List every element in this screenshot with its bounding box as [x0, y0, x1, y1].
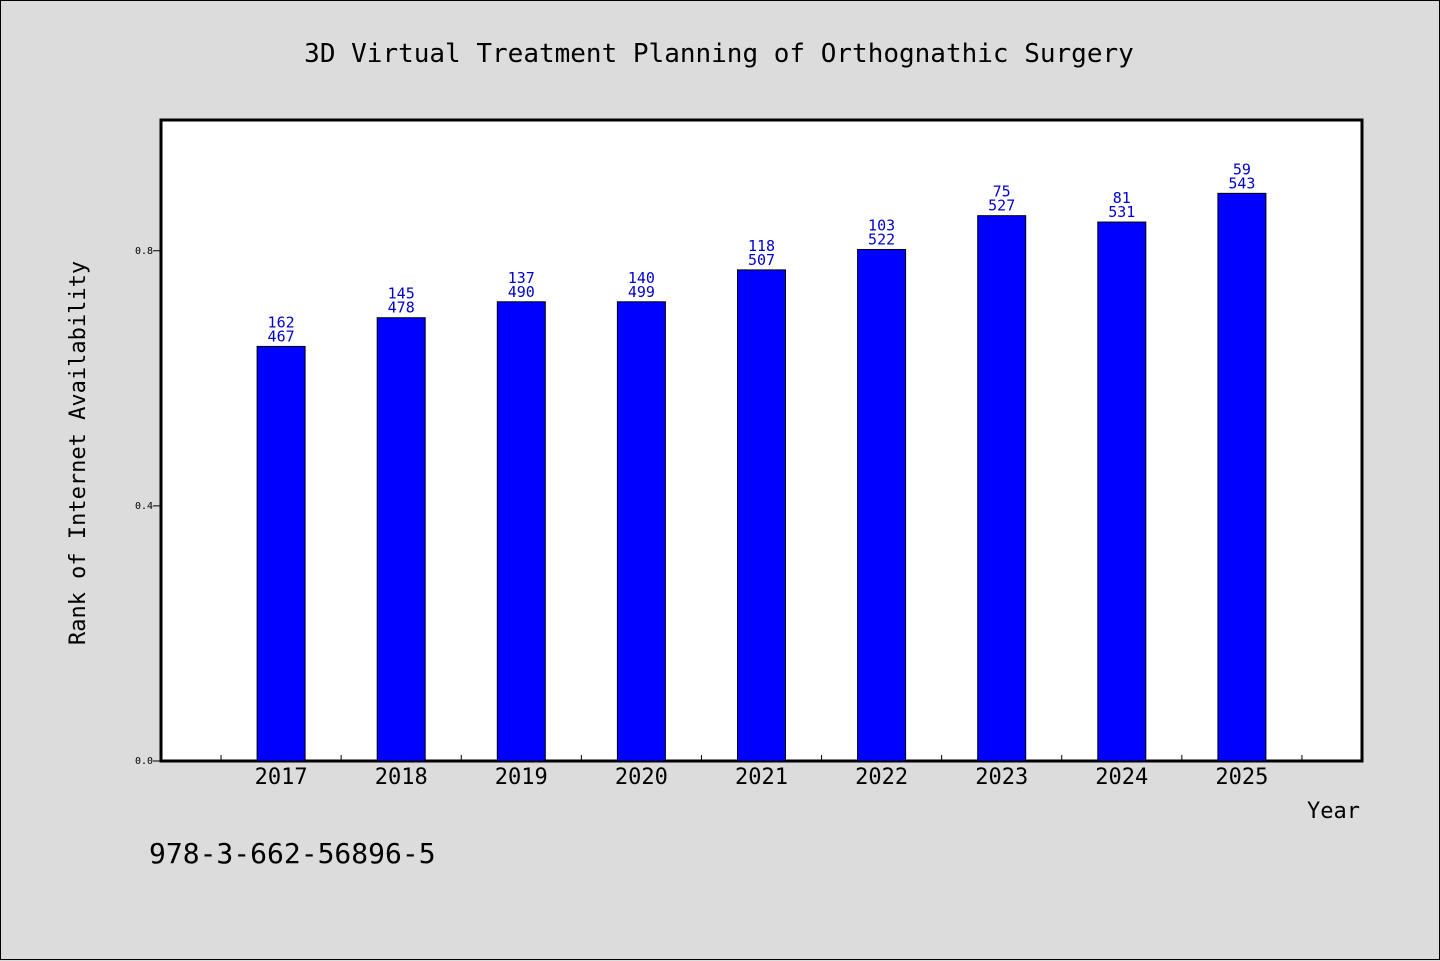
- x-tick-label: 2018: [375, 765, 428, 790]
- bar-label-bottom: 531: [1108, 203, 1135, 221]
- bar-2024: [1097, 221, 1147, 762]
- x-tick-label: 2024: [1095, 765, 1148, 790]
- bar-2019: [496, 301, 546, 762]
- bar-label-top: 75: [993, 183, 1011, 201]
- isbn-footer: 978-3-662-56896-5: [149, 837, 436, 870]
- bars: [256, 192, 1267, 762]
- x-tick-label: 2023: [975, 765, 1028, 790]
- bar-2020: [616, 301, 666, 762]
- bar-label-bottom: 527: [988, 197, 1015, 215]
- x-tick-label: 2022: [855, 765, 908, 790]
- x-tick-label: 2021: [735, 765, 788, 790]
- x-tick-label: 2020: [615, 765, 668, 790]
- bar-2023: [977, 215, 1027, 762]
- bar-label-bottom: 543: [1228, 174, 1255, 192]
- bar-2021: [737, 269, 786, 762]
- bar-label-top: 140: [628, 269, 655, 287]
- y-tick-label: 0.0: [135, 756, 153, 767]
- bar-label-top: 103: [868, 216, 895, 234]
- y-axis-label: Rank of Internet Availability: [66, 261, 91, 645]
- x-tick-label: 2019: [495, 765, 548, 790]
- chart-title: 3D Virtual Treatment Planning of Orthogn…: [304, 39, 1134, 69]
- bar-label-bottom: 499: [628, 283, 655, 301]
- bar-label-bottom: 522: [868, 230, 895, 248]
- y-tick-label: 0.8: [135, 246, 153, 257]
- bar-label-top: 137: [508, 269, 535, 287]
- bar-2025: [1217, 192, 1267, 762]
- y-tick-label: 0.4: [135, 501, 153, 512]
- bar-label-bottom: 478: [388, 299, 415, 317]
- bar-label-bottom: 490: [508, 283, 535, 301]
- bar-label-bottom: 507: [748, 251, 775, 269]
- bar-label-top: 145: [388, 285, 415, 303]
- x-tick-label: 2025: [1215, 765, 1268, 790]
- x-axis-label: Year: [1307, 799, 1360, 824]
- bar-2017: [256, 345, 306, 762]
- bar-2022: [857, 248, 907, 762]
- bar-label-top: 81: [1113, 189, 1131, 207]
- axis-ticks: 0.0 0.4 0.8: [135, 246, 1303, 767]
- bar-label-top: 162: [268, 313, 295, 331]
- bar-label-top: 59: [1233, 160, 1251, 178]
- bar-label-bottom: 467: [268, 327, 295, 345]
- x-tick-label: 2017: [255, 765, 308, 790]
- bar-2018: [376, 317, 426, 762]
- bar-label-top: 118: [748, 237, 775, 255]
